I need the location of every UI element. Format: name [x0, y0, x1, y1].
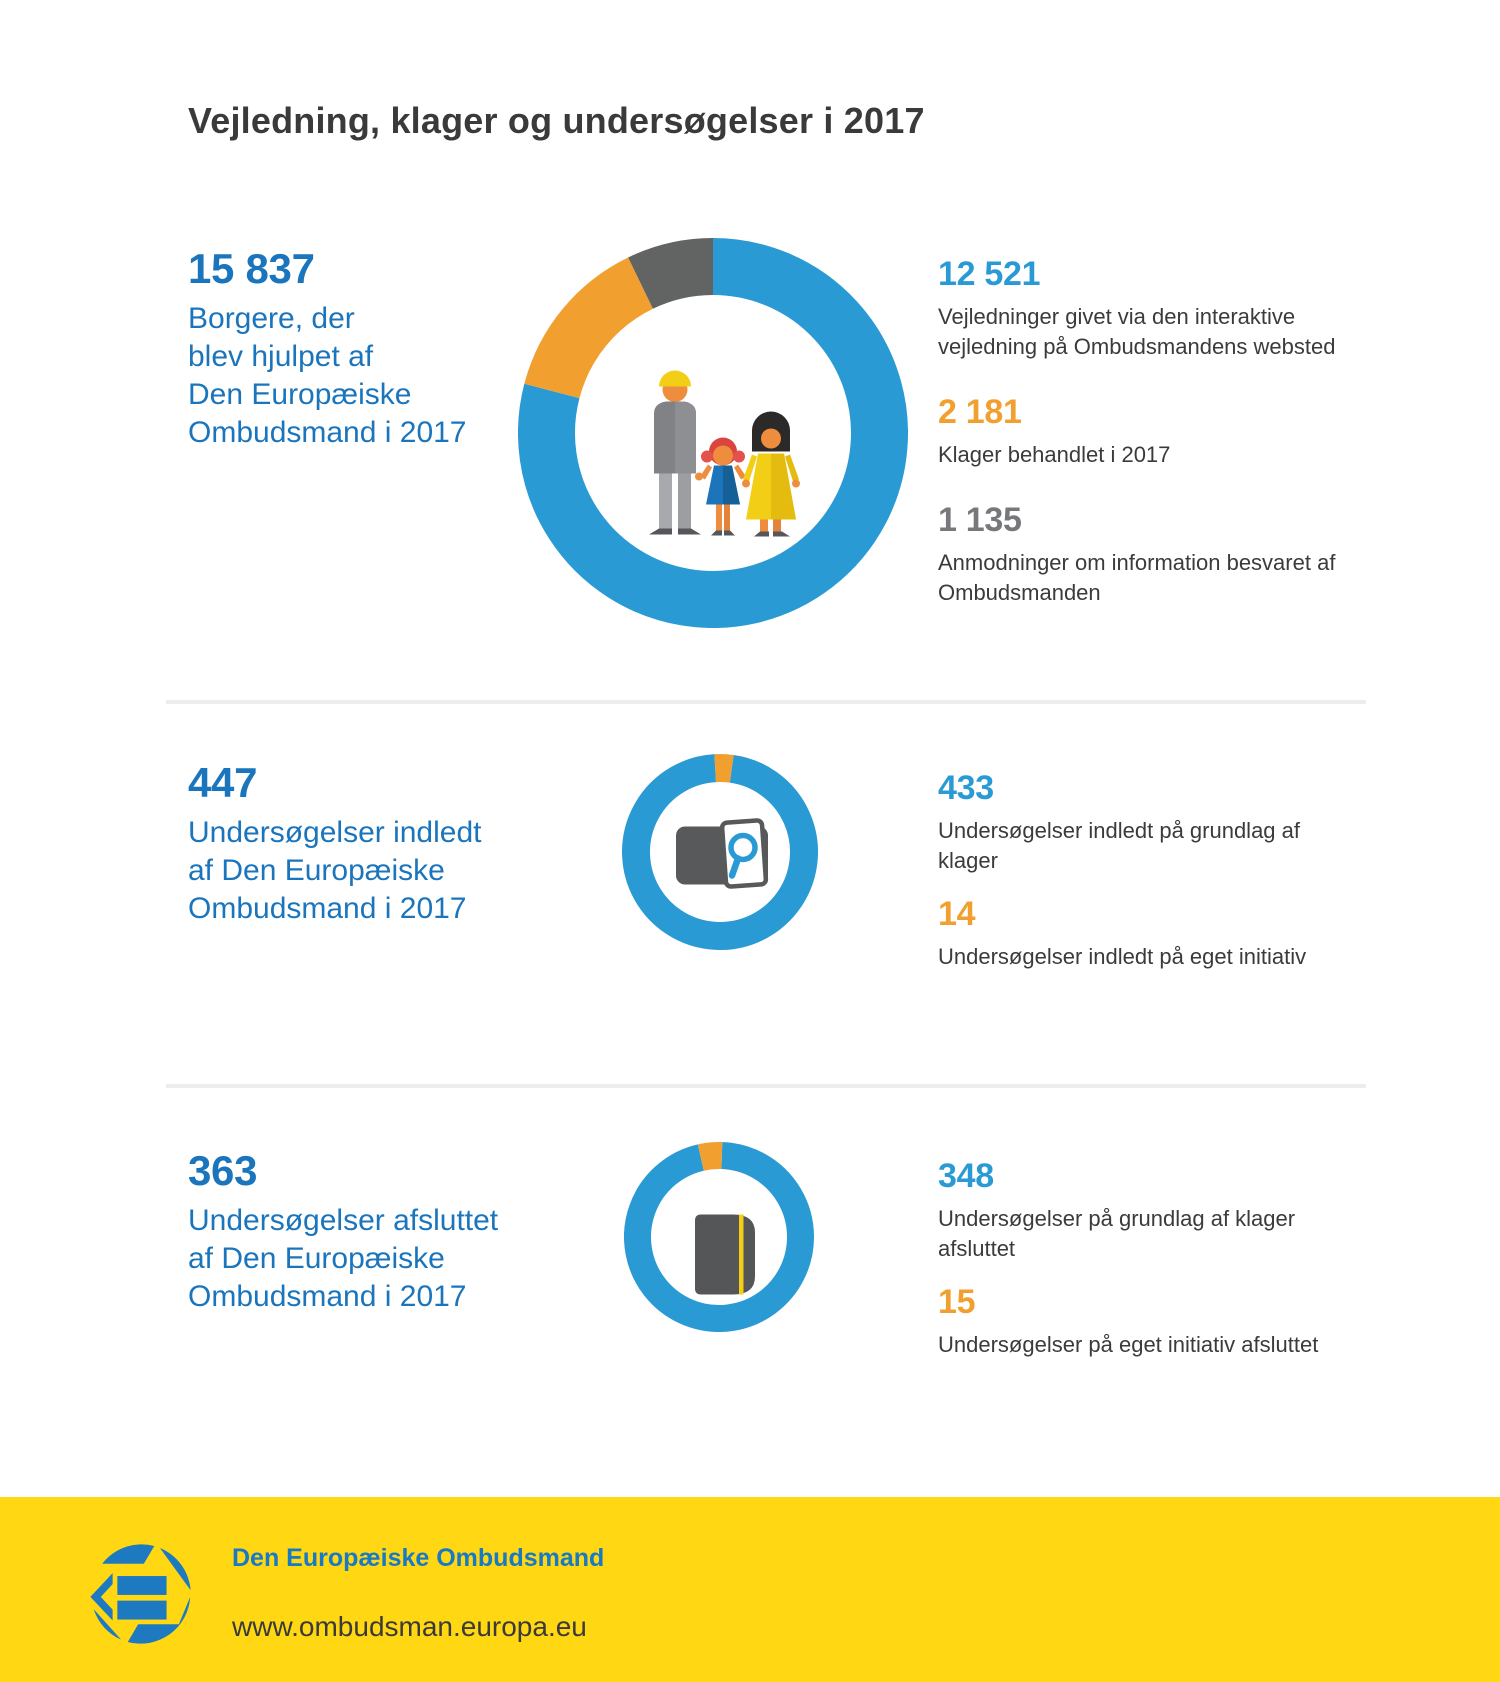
- stat-item: 433 Undersøgelser indledt på grundlag af…: [938, 768, 1388, 876]
- stat-item: 1 135 Anmodninger om information besvare…: [938, 500, 1388, 608]
- stat-label-opened-complaint-based: Undersøgelser indledt på grundlag af kla…: [938, 818, 1301, 873]
- stat-label-opened-own-initiative: Undersøgelser indledt på eget initiativ: [938, 944, 1307, 969]
- page-title: Vejledning, klager og undersøgelser i 20…: [188, 100, 925, 141]
- section3-stats: 348 Undersøgelser på grundlag af klager …: [938, 1142, 1388, 1378]
- stat-value-info-requests: 1 135: [938, 501, 1022, 539]
- donut-ring: [622, 754, 818, 955]
- section1-stats: 12 521 Vejledninger givet via den intera…: [938, 238, 1388, 638]
- section-inquiries-closed: 363 Undersøgelser afsluttet af Den Europ…: [188, 1142, 1500, 1378]
- donut-chart-citizens-helped: [518, 238, 908, 628]
- section-inquiries-opened: 447 Undersøgelser indledt af Den Europæi…: [188, 754, 1500, 990]
- stat-value-closed-complaint-based: 348: [938, 1157, 994, 1195]
- section3-left-column: 363 Undersøgelser afsluttet af Den Europ…: [188, 1142, 518, 1316]
- stat-label-closed-own-initiative: Undersøgelser på eget initiativ afslutte…: [938, 1332, 1319, 1357]
- stat-label-info-requests: Anmodninger om information besvaret af O…: [938, 550, 1336, 605]
- stat-label-closed-complaint-based: Undersøgelser på grundlag af klager afsl…: [938, 1206, 1296, 1261]
- footer-url: www.ombudsman.europa.eu: [232, 1611, 587, 1642]
- total-citizens-helped-value: 15 837: [188, 245, 315, 292]
- section-guidance-complaints: 15 837 Borgere, der blev hjulpet af Den …: [188, 238, 1500, 638]
- footer-band: Den Europæiske Ombudsmand www.ombudsman.…: [0, 1497, 1500, 1682]
- section-divider: [166, 700, 1366, 704]
- donut-chart-inquiries-closed: [624, 1142, 814, 1332]
- stat-value-complaints-handled: 2 181: [938, 393, 1022, 431]
- stat-item: 15 Undersøgelser på eget initiativ afslu…: [938, 1282, 1388, 1360]
- inquiries-closed-value: 363: [188, 1147, 258, 1194]
- donut-ring: [518, 238, 908, 633]
- stat-item: 348 Undersøgelser på grundlag af klager …: [938, 1156, 1388, 1264]
- inquiries-closed-label: Undersøgelser afsluttet af Den Europæisk…: [188, 1204, 499, 1313]
- section2-left-column: 447 Undersøgelser indledt af Den Europæi…: [188, 754, 518, 928]
- stat-value-closed-own-initiative: 15: [938, 1283, 976, 1321]
- ombudsman-logo-icon: [88, 1541, 194, 1647]
- infographic-page: Vejledning, klager og undersøgelser i 20…: [166, 100, 1500, 1378]
- section-divider: [166, 1084, 1366, 1088]
- family-icon: [628, 358, 818, 549]
- stat-value-opened-own-initiative: 14: [938, 895, 976, 933]
- stat-value-opened-complaint-based: 433: [938, 769, 994, 807]
- book-magnifier-icon: [674, 815, 770, 898]
- inquiries-opened-label: Undersøgelser indledt af Den Europæiske …: [188, 816, 482, 925]
- total-citizens-helped-label: Borgere, der blev hjulpet af Den Europæi…: [188, 302, 467, 449]
- notebook-icon: [693, 1213, 757, 1302]
- section1-left-column: 15 837 Borgere, der blev hjulpet af Den …: [188, 238, 518, 452]
- stat-item: 14 Undersøgelser indledt på eget initiat…: [938, 894, 1388, 972]
- stat-value-interactive-guides: 12 521: [938, 255, 1041, 293]
- donut-chart-inquiries-opened: [622, 754, 818, 950]
- stat-label-complaints-handled: Klager behandlet i 2017: [938, 442, 1171, 467]
- donut-ring: [624, 1142, 814, 1337]
- stat-item: 12 521 Vejledninger givet via den intera…: [938, 254, 1388, 362]
- footer-org-name: Den Europæiske Ombudsmand: [232, 1544, 605, 1572]
- section2-stats: 433 Undersøgelser indledt på grundlag af…: [938, 754, 1388, 990]
- stat-label-interactive-guides: Vejledninger givet via den interaktive v…: [938, 304, 1336, 359]
- stat-item: 2 181 Klager behandlet i 2017: [938, 392, 1388, 470]
- inquiries-opened-value: 447: [188, 759, 258, 806]
